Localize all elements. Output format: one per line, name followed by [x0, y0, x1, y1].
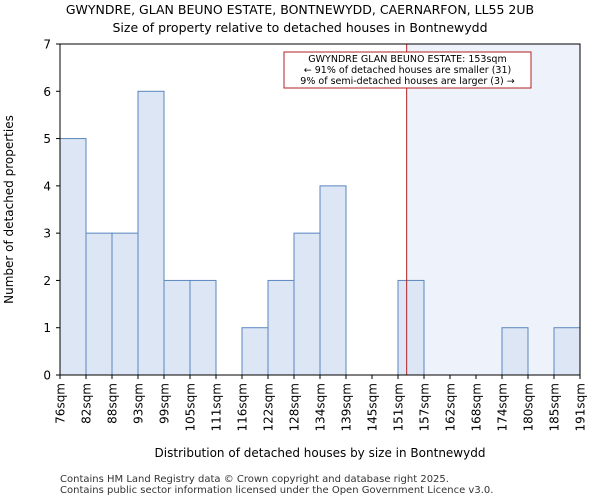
bar-134sqm	[319, 185, 347, 376]
y-tick-label: 2	[43, 274, 51, 288]
x-tick-label: 93sqm	[132, 383, 146, 424]
y-tick-label: 0	[43, 369, 51, 383]
bar-185sqm	[553, 327, 581, 376]
x-tick-label: 191sqm	[574, 383, 588, 431]
x-tick-label: 76sqm	[54, 383, 68, 424]
x-tick-label: 139sqm	[340, 383, 354, 431]
annotation-line-3: 9% of semi-detached houses are larger (3…	[300, 76, 514, 87]
annotation-line-2: ← 91% of detached houses are smaller (31…	[304, 65, 511, 76]
y-tick-label: 6	[43, 85, 51, 99]
y-tick-label: 4	[43, 179, 51, 193]
bar-105sqm	[189, 279, 217, 376]
bar-122sqm	[267, 279, 295, 376]
bar-82sqm	[85, 232, 113, 376]
x-tick-label: 116sqm	[236, 383, 250, 431]
histogram-chart: 0 1 2 3 4 5 6 7 76sqm 82sqm 88sqm 93sqm 99sqm 105sqm…	[2, 38, 588, 461]
x-tick-label: 180sqm	[522, 383, 536, 431]
x-tick-label: 174sqm	[496, 383, 510, 431]
annotation-box: GWYNDRE GLAN BEUNO ESTATE: 153sqm ← 91% …	[283, 51, 532, 89]
x-tick-label: 88sqm	[106, 383, 120, 424]
x-tick-label: 122sqm	[262, 383, 276, 431]
x-tick-label: 168sqm	[470, 383, 484, 431]
bar-93sqm	[137, 90, 165, 376]
y-tick-label: 1	[43, 321, 51, 335]
x-tick-label: 99sqm	[158, 383, 172, 424]
bar-88sqm	[111, 232, 139, 376]
chart-title: GWYNDRE, GLAN BEUNO ESTATE, BONTNEWYDD, …	[65, 2, 535, 17]
annotation-line-1: GWYNDRE GLAN BEUNO ESTATE: 153sqm	[308, 54, 506, 65]
x-tick-label: 82sqm	[80, 383, 94, 424]
bar-128sqm	[293, 232, 321, 376]
bar-174sqm	[501, 327, 529, 376]
x-tick-label: 111sqm	[210, 383, 224, 431]
x-tick-label: 134sqm	[314, 383, 328, 431]
y-tick-label: 5	[43, 132, 51, 146]
footer: Contains HM Land Registry data © Crown c…	[60, 474, 493, 496]
footer-line-1: Contains HM Land Registry data © Crown c…	[60, 474, 449, 485]
x-tick-label: 128sqm	[288, 383, 302, 431]
bar-99sqm	[163, 279, 191, 376]
footer-line-2: Contains public sector information licen…	[60, 485, 494, 496]
chart-subtitle: Size of property relative to detached ho…	[112, 20, 488, 35]
bar-151sqm	[397, 279, 425, 376]
bar-116sqm	[241, 327, 269, 376]
x-tick-label: 145sqm	[366, 383, 380, 431]
x-tick-label: 162sqm	[444, 383, 458, 431]
x-axis-label: Distribution of detached houses by size …	[155, 446, 486, 460]
bar-76sqm	[59, 138, 87, 376]
highlight-region	[406, 44, 580, 375]
y-axis-label: Number of detached properties	[2, 115, 16, 304]
x-tick-label: 157sqm	[418, 383, 432, 431]
x-tick-label: 151sqm	[392, 383, 406, 431]
y-tick-label: 3	[43, 227, 51, 241]
x-tick-label: 105sqm	[184, 383, 198, 431]
x-tick-label: 185sqm	[548, 383, 562, 431]
y-tick-label: 7	[43, 38, 51, 52]
